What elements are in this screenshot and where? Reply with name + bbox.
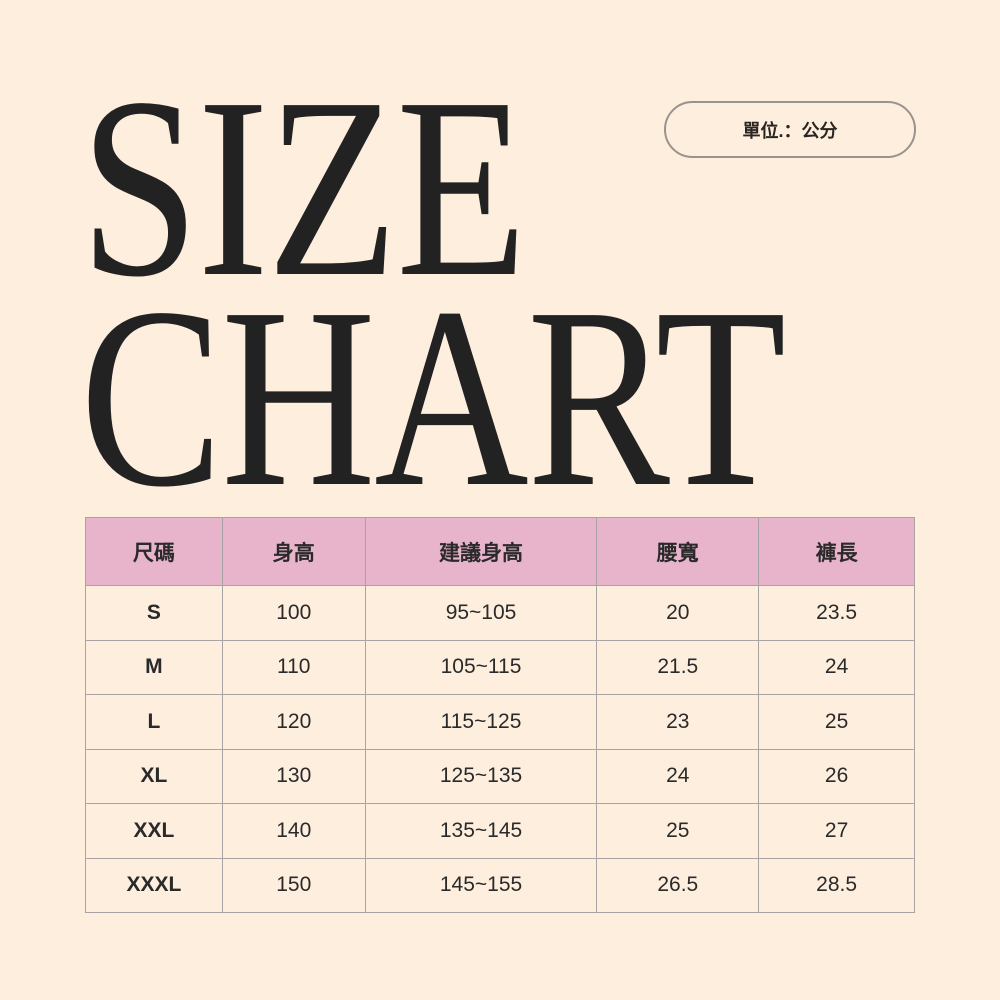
cell-recommended-height: 135~145 bbox=[364, 803, 598, 859]
header-size: 尺碼 bbox=[85, 517, 223, 586]
table-row: M 110 105~115 21.5 24 bbox=[85, 639, 915, 695]
header-waist: 腰寬 bbox=[596, 517, 760, 586]
title-size: SIZE bbox=[80, 44, 527, 330]
cell-pants-length: 27 bbox=[758, 803, 915, 859]
cell-pants-length: 23.5 bbox=[758, 585, 915, 641]
cell-waist: 20 bbox=[596, 585, 760, 641]
table-row: XL 130 125~135 24 26 bbox=[85, 748, 915, 804]
table-row: S 100 95~105 20 23.5 bbox=[85, 585, 915, 641]
title-chart: CHART bbox=[80, 254, 786, 540]
cell-size: M bbox=[85, 639, 223, 695]
cell-waist: 25 bbox=[596, 803, 760, 859]
table-row: L 120 115~125 23 25 bbox=[85, 694, 915, 750]
cell-height: 130 bbox=[221, 748, 366, 804]
cell-pants-length: 28.5 bbox=[758, 857, 915, 913]
size-table: 尺碼 身高 建議身高 腰寬 褲長 S 100 95~105 20 23.5 M 110 105… bbox=[85, 517, 915, 913]
cell-waist: 26.5 bbox=[596, 857, 760, 913]
cell-recommended-height: 145~155 bbox=[364, 857, 598, 913]
table-row: XXXL 150 145~155 26.5 28.5 bbox=[85, 857, 915, 913]
cell-pants-length: 24 bbox=[758, 639, 915, 695]
header-recommended-height: 建議身高 bbox=[364, 517, 598, 586]
cell-size: XXXL bbox=[85, 857, 223, 913]
cell-height: 120 bbox=[221, 694, 366, 750]
header-height: 身高 bbox=[221, 517, 366, 586]
cell-size: L bbox=[85, 694, 223, 750]
cell-recommended-height: 95~105 bbox=[364, 585, 598, 641]
table-row: XXL 140 135~145 25 27 bbox=[85, 803, 915, 859]
cell-pants-length: 26 bbox=[758, 748, 915, 804]
cell-height: 150 bbox=[221, 857, 366, 913]
cell-height: 140 bbox=[221, 803, 366, 859]
cell-waist: 21.5 bbox=[596, 639, 760, 695]
cell-size: XXL bbox=[85, 803, 223, 859]
cell-recommended-height: 105~115 bbox=[364, 639, 598, 695]
unit-badge: 單位.：公分 bbox=[664, 101, 916, 158]
cell-pants-length: 25 bbox=[758, 694, 915, 750]
cell-waist: 24 bbox=[596, 748, 760, 804]
cell-height: 100 bbox=[221, 585, 366, 641]
cell-recommended-height: 125~135 bbox=[364, 748, 598, 804]
cell-size: XL bbox=[85, 748, 223, 804]
header-pants-length: 褲長 bbox=[758, 517, 915, 586]
cell-waist: 23 bbox=[596, 694, 760, 750]
table-header-row: 尺碼 身高 建議身高 腰寬 褲長 bbox=[85, 517, 915, 586]
cell-height: 110 bbox=[221, 639, 366, 695]
cell-size: S bbox=[85, 585, 223, 641]
cell-recommended-height: 115~125 bbox=[364, 694, 598, 750]
